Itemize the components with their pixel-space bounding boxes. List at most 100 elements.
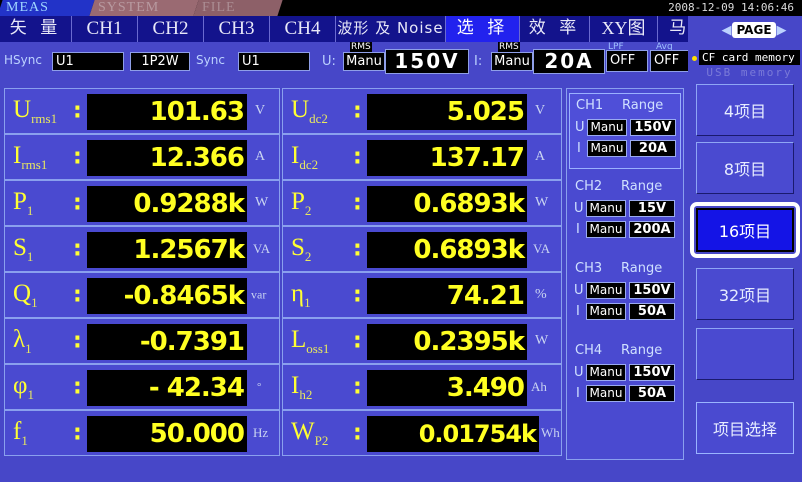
measurement-cell[interactable]: η1 : 74.21 %	[282, 272, 562, 318]
chevron-left-icon[interactable]: ◀	[721, 22, 732, 37]
range-i-label: I	[576, 304, 580, 319]
page-button-label[interactable]: PAGE	[732, 22, 776, 38]
measurement-cell[interactable]: S1 : 1.2567k VA	[4, 226, 280, 272]
hsync-source-field[interactable]: U1	[52, 52, 124, 71]
tab-system[interactable]: SYSTEM	[89, 0, 199, 16]
softkey-8-items[interactable]: 8项目	[696, 142, 794, 194]
range-i-label: I	[576, 222, 580, 237]
measurement-value: 0.9288k	[87, 186, 247, 222]
softkey-selection-frame	[690, 202, 800, 258]
lpf-field[interactable]: OFF	[606, 50, 648, 72]
measurement-unit: °	[257, 381, 262, 393]
range-u-value[interactable]: 150V	[629, 364, 675, 381]
range-i-mode[interactable]: Manu	[587, 140, 627, 157]
range-u-label: U	[574, 201, 584, 216]
range-channel-name: CH4	[575, 343, 603, 358]
measurement-cell[interactable]: P1 : 0.9288k W	[4, 180, 280, 226]
softkey-16-items[interactable]: 16项目	[696, 208, 794, 252]
range-u-mode[interactable]: Manu	[586, 282, 626, 299]
range-u-mode[interactable]: Manu	[586, 364, 626, 381]
menu-item-ch4[interactable]: CH4	[270, 16, 336, 42]
menu-item-ch2[interactable]: CH2	[138, 16, 204, 42]
measurement-cell[interactable]: f1 : 50.000 Hz	[4, 410, 280, 456]
range-u-value[interactable]: 150V	[629, 282, 675, 299]
hsync-label: HSync	[4, 52, 52, 71]
range-u-value[interactable]: 150V	[630, 119, 676, 136]
tab-meas[interactable]: MEAS	[0, 0, 95, 16]
lpf-tag: LPF	[608, 42, 624, 52]
measurement-cell[interactable]: λ1 : -0.7391	[4, 318, 280, 364]
tab-file[interactable]: FILE	[193, 0, 283, 16]
measurement-cell[interactable]: Loss1 : 0.2395k W	[282, 318, 562, 364]
u-range-field[interactable]: 150V	[385, 49, 469, 74]
measurement-unit: Hz	[253, 425, 269, 440]
menu-item-ch3[interactable]: CH3	[204, 16, 270, 42]
measurement-unit: V	[255, 103, 266, 118]
range-i-value[interactable]: 200A	[629, 221, 675, 238]
measurement-symbol: Loss1	[291, 326, 330, 356]
wiring-mode-field[interactable]: 1P2W	[130, 52, 190, 71]
range-i-mode[interactable]: Manu	[586, 385, 626, 402]
menu-item-select[interactable]: 选 择	[446, 16, 520, 42]
colon-separator: :	[73, 236, 82, 262]
measurement-value: -0.8465k	[87, 278, 247, 314]
measurement-unit: W	[535, 195, 549, 210]
i-range-field[interactable]: 20A	[533, 49, 605, 74]
softkey-item-select[interactable]: 项目选择	[696, 402, 794, 454]
range-i-mode[interactable]: Manu	[586, 303, 626, 320]
softkey-4-items[interactable]: 4项目	[696, 84, 794, 136]
measurement-cell[interactable]: Idc2 : 137.17 A	[282, 134, 562, 180]
menu-item-xy-graph[interactable]: XY图	[590, 16, 658, 42]
measurement-cell[interactable]: Udc2 : 5.025 V	[282, 88, 562, 134]
range-block-ch3[interactable]: CH3 Range U Manu 150V I Manu 50A	[569, 257, 681, 333]
measurement-cell[interactable]: φ1 : - 42.34 °	[4, 364, 280, 410]
measurement-unit: var	[251, 287, 267, 302]
measurement-value: 5.025	[367, 94, 527, 130]
range-channel-name: CH2	[575, 179, 603, 194]
measurement-cell[interactable]: WP2 : 0.01754k Wh	[282, 410, 562, 456]
range-i-value[interactable]: 50A	[629, 385, 675, 402]
softkey-32-items[interactable]: 32项目	[696, 268, 794, 320]
measurement-value: 137.17	[367, 140, 527, 176]
range-channel-name: CH1	[576, 98, 604, 113]
measurement-cell[interactable]: Urms1 : 101.63 V	[4, 88, 280, 134]
range-block-ch4[interactable]: CH4 Range U Manu 150V I Manu 50A	[569, 339, 681, 415]
measurement-symbol: Idc2	[291, 142, 319, 172]
measurement-cell[interactable]: S2 : 0.6893k VA	[282, 226, 562, 272]
measurement-cell[interactable]: Irms1 : 12.366 A	[4, 134, 280, 180]
measurement-symbol: λ1	[13, 326, 32, 356]
measurement-cell[interactable]: Ih2 : 3.490 Ah	[282, 364, 562, 410]
menu-item-ch1[interactable]: CH1	[72, 16, 138, 42]
sync-source-field[interactable]: U1	[238, 52, 310, 71]
range-i-value[interactable]: 50A	[629, 303, 675, 320]
measurement-unit: W	[535, 333, 549, 348]
page-button[interactable]: ◀ PAGE ▶	[712, 20, 796, 40]
measurement-symbol: φ1	[13, 372, 34, 402]
memory-usb-option[interactable]: USB memory	[706, 66, 793, 79]
avg-field[interactable]: OFF	[650, 50, 694, 72]
menu-item-vector[interactable]: 矢 量	[0, 16, 72, 42]
range-u-value[interactable]: 15V	[629, 200, 675, 217]
measurement-symbol: Urms1	[13, 96, 58, 126]
softkey-blank[interactable]	[696, 328, 794, 380]
memory-selected-bullet-icon	[692, 56, 697, 61]
memory-cf-card-option[interactable]: CF card memory	[699, 50, 800, 65]
measurement-cell[interactable]: P2 : 0.6893k W	[282, 180, 562, 226]
measurement-cell[interactable]: Q1 : -0.8465k var	[4, 272, 280, 318]
range-u-mode[interactable]: Manu	[587, 119, 627, 136]
colon-separator: :	[73, 374, 82, 400]
menu-item-waveform-noise[interactable]: 波形 及 Noise	[336, 16, 446, 42]
u-mode-field[interactable]: Manu	[343, 52, 385, 71]
range-u-mode[interactable]: Manu	[586, 200, 626, 217]
range-header-label: Range	[621, 261, 663, 276]
range-i-value[interactable]: 20A	[630, 140, 676, 157]
measurement-value: 1.2567k	[87, 232, 247, 268]
i-mode-field[interactable]: Manu	[491, 52, 533, 71]
range-block-ch2[interactable]: CH2 Range U Manu 15V I Manu 200A	[569, 175, 681, 251]
menu-item-efficiency[interactable]: 效 率	[520, 16, 590, 42]
range-u-label: U	[575, 120, 585, 135]
chevron-right-icon[interactable]: ▶	[776, 22, 787, 37]
range-i-mode[interactable]: Manu	[586, 221, 626, 238]
range-block-ch1[interactable]: CH1 Range U Manu 150V I Manu 20A	[569, 93, 681, 169]
